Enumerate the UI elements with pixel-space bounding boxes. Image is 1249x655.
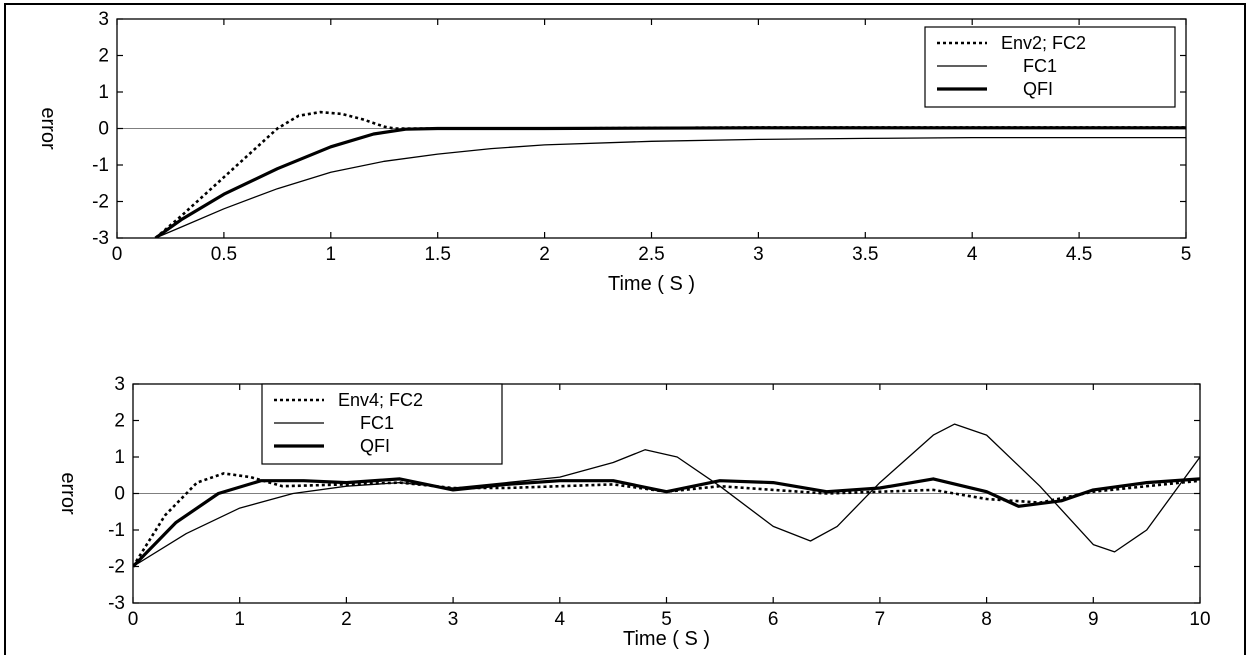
series-line-qfi bbox=[154, 126, 1186, 238]
x-tick-label: 1 bbox=[326, 244, 337, 265]
legend-label: FC1 bbox=[360, 413, 394, 433]
x-tick-label: 5 bbox=[1181, 244, 1192, 265]
legend-label: QFI bbox=[360, 436, 390, 456]
y-axis-label: error bbox=[57, 472, 79, 515]
y-tick-label: -3 bbox=[92, 228, 109, 249]
series-line-fc1 bbox=[155, 136, 1186, 238]
series-line-env2-fc2 bbox=[154, 110, 1186, 238]
x-tick-label: 4 bbox=[555, 609, 566, 630]
x-tick-label: 3 bbox=[753, 244, 764, 265]
x-tick-label: 0.5 bbox=[211, 244, 237, 265]
legend-label: QFI bbox=[1023, 79, 1053, 99]
x-tick-label: 9 bbox=[1088, 609, 1099, 630]
x-tick-label: 3 bbox=[448, 609, 459, 630]
y-tick-label: -2 bbox=[92, 192, 109, 213]
chart-1: 0 0.5 1 1.5 2 2.5 3 3.5 4 4.5 5 3 2 1 0 -1 -2 -3 Time ( S … bbox=[37, 9, 1191, 295]
x-tick-label: 1 bbox=[234, 609, 245, 630]
y-tick-label: 1 bbox=[98, 82, 109, 103]
x-tick-label: 7 bbox=[875, 609, 886, 630]
x-tick-label: 2 bbox=[341, 609, 352, 630]
x-tick-label: 10 bbox=[1189, 609, 1210, 630]
x-tick-label: 0 bbox=[112, 244, 123, 265]
legend-box bbox=[261, 383, 503, 465]
y-tick-label: 2 bbox=[114, 411, 125, 432]
y-tick-label: 2 bbox=[98, 46, 109, 67]
series-line-fc1 bbox=[133, 423, 1200, 568]
legend: Env2; FC2 FC1 QFI bbox=[924, 26, 1176, 108]
y-tick-label: -1 bbox=[92, 155, 109, 176]
x-tick-label: 8 bbox=[981, 609, 992, 630]
x-tick-label: 4.5 bbox=[1066, 244, 1092, 265]
figure-frame bbox=[4, 3, 1246, 655]
legend-label: FC1 bbox=[1023, 56, 1057, 76]
x-tick-label: 2.5 bbox=[638, 244, 664, 265]
series-line-qfi bbox=[133, 477, 1200, 568]
x-tick-label: 0 bbox=[128, 609, 139, 630]
y-tick-label: 0 bbox=[98, 119, 109, 140]
y-tick-label: 3 bbox=[114, 374, 125, 395]
legend: Env4; FC2 FC1 QFI bbox=[261, 383, 503, 465]
y-tick-label: 3 bbox=[98, 9, 109, 30]
y-tick-label: 1 bbox=[114, 447, 125, 468]
legend-box bbox=[924, 26, 1176, 108]
x-axis-label: Time ( S ) bbox=[623, 628, 710, 650]
legend-label: Env2; FC2 bbox=[1001, 33, 1086, 53]
y-tick-label: -1 bbox=[108, 520, 125, 541]
x-axis-label: Time ( S ) bbox=[608, 273, 695, 295]
x-tick-label: 5 bbox=[661, 609, 672, 630]
x-tick-label: 3.5 bbox=[852, 244, 878, 265]
x-tick-label: 1.5 bbox=[424, 244, 450, 265]
series-line-env4-fc2 bbox=[133, 472, 1200, 568]
y-tick-label: -2 bbox=[108, 557, 125, 578]
y-tick-label: -3 bbox=[108, 593, 125, 614]
legend-label: Env4; FC2 bbox=[338, 390, 423, 410]
y-tick-label: 0 bbox=[114, 484, 125, 505]
x-tick-label: 4 bbox=[967, 244, 978, 265]
x-tick-label: 2 bbox=[539, 244, 550, 265]
y-axis-label: error bbox=[37, 107, 59, 150]
x-tick-label: 6 bbox=[768, 609, 779, 630]
